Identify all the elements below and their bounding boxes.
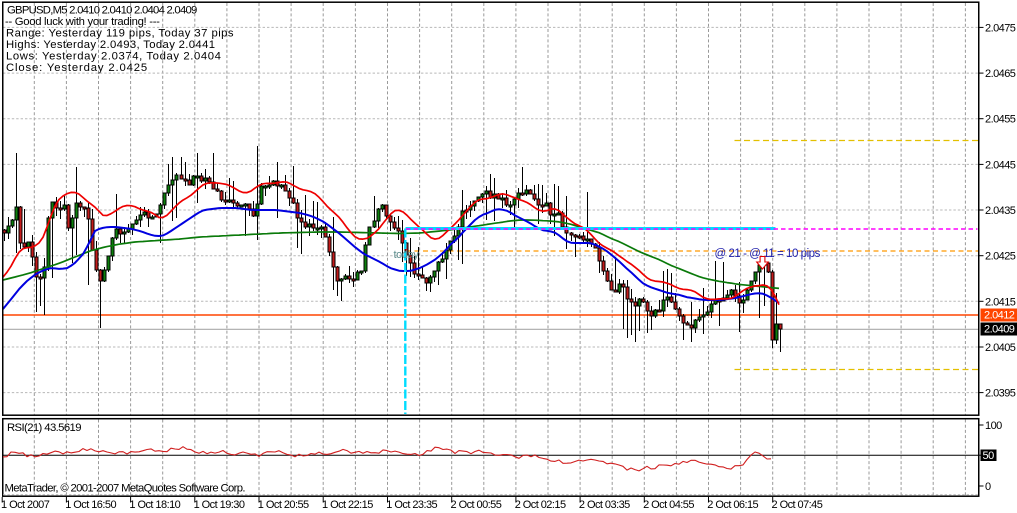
svg-text:1 Oct 23:35: 1 Oct 23:35 (386, 499, 437, 511)
svg-text:2.0465: 2.0465 (985, 68, 1016, 80)
svg-text:2 Oct 07:45: 2 Oct 07:45 (772, 499, 823, 511)
svg-text:50: 50 (983, 450, 995, 462)
svg-text:1 Oct 16:50: 1 Oct 16:50 (65, 499, 116, 511)
svg-text:GBPUSD,M5 2.0410 2.0410 2.040: GBPUSD,M5 2.0410 2.0410 2.0404 2.0409 (7, 5, 197, 17)
svg-text:-- Good luck with your trading: -- Good luck with your trading! --- (5, 16, 160, 28)
svg-text:Close: Yesterday 2.0425: Close: Yesterday 2.0425 (6, 62, 148, 74)
svg-text:2 Oct 04:55: 2 Oct 04:55 (643, 499, 694, 511)
svg-text:2.0475: 2.0475 (985, 22, 1016, 34)
svg-text:2.0409: 2.0409 (984, 324, 1015, 336)
svg-text:RSI(21) 43.5619: RSI(21) 43.5619 (7, 422, 81, 434)
svg-text:1 Oct 19:30: 1 Oct 19:30 (194, 499, 245, 511)
svg-text:0: 0 (985, 481, 991, 493)
svg-text:1 Oct 20:55: 1 Oct 20:55 (258, 499, 309, 511)
svg-text:Range: Yesterday 119 pips, Tod: Range: Yesterday 119 pips, Today 37 pips (6, 28, 234, 40)
svg-text:Lows: Yesterday 2.0374, Today: Lows: Yesterday 2.0374, Today 2.0404 (6, 51, 221, 63)
svg-text:1 Oct 18:10: 1 Oct 18:10 (129, 499, 180, 511)
svg-text:2 Oct 00:55: 2 Oct 00:55 (451, 499, 502, 511)
svg-text:2 Oct 06:15: 2 Oct 06:15 (707, 499, 758, 511)
svg-text:2.0435: 2.0435 (985, 205, 1016, 217)
svg-text:2.0445: 2.0445 (985, 159, 1016, 171)
svg-text:2 Oct 03:35: 2 Oct 03:35 (579, 499, 630, 511)
svg-text:2.0425: 2.0425 (985, 251, 1016, 263)
svg-text:2.0455: 2.0455 (985, 114, 1016, 126)
svg-text:100: 100 (985, 420, 1002, 432)
svg-text:@ 21 - @ 11 = 10 pips: @ 21 - @ 11 = 10 pips (715, 248, 821, 260)
svg-text:MetaTrader, © 2001-2007 MetaQu: MetaTrader, © 2001-2007 MetaQuotes Softw… (5, 483, 246, 495)
svg-text:today: today (394, 249, 420, 261)
svg-text:1 Oct 2007: 1 Oct 2007 (1, 499, 50, 511)
svg-text:2.0395: 2.0395 (985, 388, 1016, 400)
svg-text:2.0412: 2.0412 (984, 310, 1015, 322)
svg-text:Highs: Yesterday 2.0493, Today: Highs: Yesterday 2.0493, Today 2.0441 (6, 39, 215, 51)
svg-text:1 Oct 22:15: 1 Oct 22:15 (322, 499, 373, 511)
svg-text:2 Oct 02:15: 2 Oct 02:15 (515, 499, 566, 511)
svg-text:2.0405: 2.0405 (985, 342, 1016, 354)
svg-text:2.0415: 2.0415 (985, 296, 1016, 308)
